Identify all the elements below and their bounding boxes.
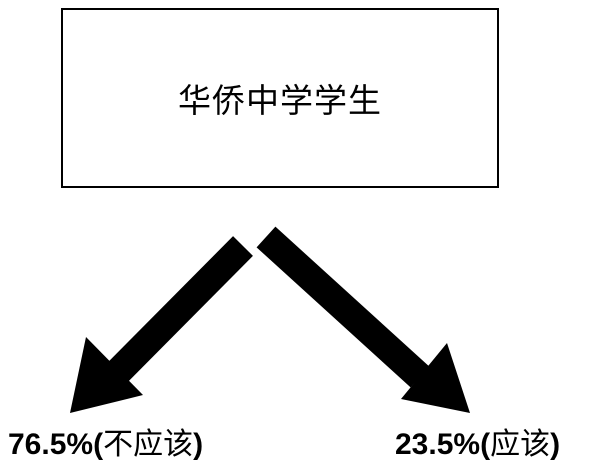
branch-answer-left: 不应该 <box>103 427 194 462</box>
branch-percent-right: 23.5% <box>395 428 481 461</box>
branch-answer-right: 应该 <box>490 427 551 462</box>
arrow-down-left-icon <box>70 236 253 413</box>
branch-percent-left: 76.5% <box>8 428 94 461</box>
arrow-down-right-icon <box>256 226 470 413</box>
branch-label-right: 23.5%(应该) <box>395 427 561 462</box>
title-text: 华侨中学学生 <box>178 81 382 120</box>
title-box: 华侨中学学生 <box>61 8 499 188</box>
branch-label-left: 76.5%(不应该) <box>8 427 204 462</box>
